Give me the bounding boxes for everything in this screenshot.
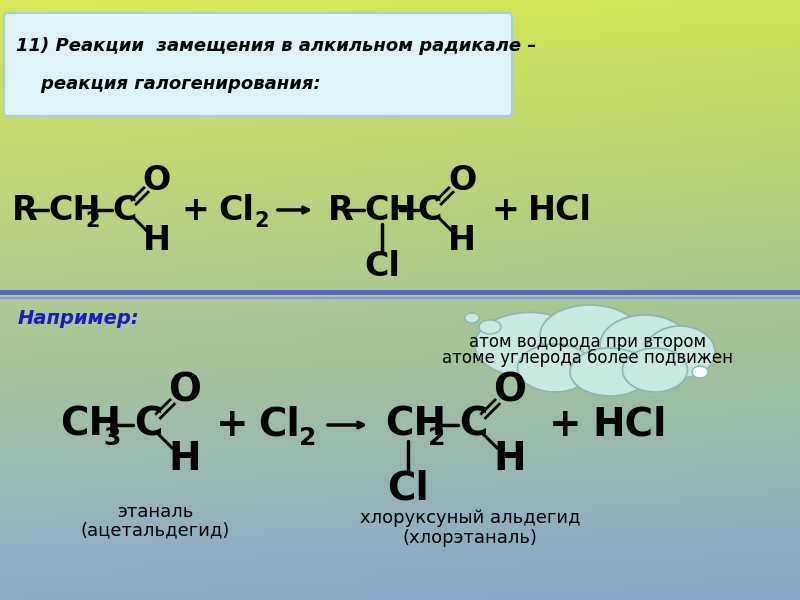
- Text: 2: 2: [254, 211, 269, 231]
- Text: (ацетальдегид): (ацетальдегид): [80, 521, 230, 539]
- Text: O: O: [448, 163, 476, 196]
- Ellipse shape: [645, 326, 715, 378]
- Ellipse shape: [479, 320, 501, 334]
- Text: +: +: [216, 406, 248, 444]
- Ellipse shape: [600, 315, 690, 375]
- Text: CH: CH: [385, 406, 446, 444]
- Text: H: H: [448, 223, 476, 257]
- FancyBboxPatch shape: [4, 13, 512, 116]
- Text: +: +: [549, 406, 582, 444]
- Ellipse shape: [622, 348, 687, 392]
- Text: 2: 2: [299, 426, 316, 450]
- Text: (хлорэтаналь): (хлорэтаналь): [402, 529, 538, 547]
- Text: хлоруксуный альдегид: хлоруксуный альдегид: [360, 509, 580, 527]
- Ellipse shape: [692, 366, 708, 378]
- Ellipse shape: [570, 348, 650, 396]
- Text: Cl: Cl: [387, 470, 429, 508]
- Text: 2: 2: [428, 426, 446, 450]
- Text: H: H: [494, 440, 526, 479]
- Ellipse shape: [518, 344, 593, 392]
- Text: атоме углерода более подвижен: атоме углерода более подвижен: [442, 349, 734, 367]
- Text: H: H: [143, 223, 171, 257]
- Text: HCl: HCl: [592, 406, 666, 444]
- Text: +: +: [491, 193, 519, 226]
- Ellipse shape: [540, 305, 640, 365]
- Text: CH: CH: [364, 193, 417, 226]
- Text: C: C: [458, 406, 487, 444]
- Text: Cl: Cl: [218, 193, 254, 226]
- Text: атом водорода при втором: атом водорода при втором: [470, 333, 706, 351]
- Text: C: C: [113, 193, 138, 226]
- Text: 3: 3: [103, 426, 120, 450]
- Text: Cl: Cl: [258, 406, 300, 444]
- Ellipse shape: [465, 313, 479, 323]
- Ellipse shape: [475, 313, 585, 377]
- Text: +: +: [181, 193, 209, 226]
- Text: O: O: [168, 371, 202, 409]
- Text: R: R: [328, 193, 354, 226]
- Text: O: O: [143, 163, 171, 196]
- Text: R: R: [12, 193, 38, 226]
- Text: CH: CH: [60, 406, 121, 444]
- Text: этаналь: этаналь: [117, 503, 193, 521]
- Text: C: C: [134, 406, 162, 444]
- Text: реакция галогенирования:: реакция галогенирования:: [16, 75, 321, 93]
- Text: H: H: [169, 440, 201, 479]
- Text: C: C: [418, 193, 442, 226]
- Text: CH: CH: [48, 193, 101, 226]
- Text: 11) Реакции  замещения в алкильном радикале –: 11) Реакции замещения в алкильном радика…: [16, 37, 536, 55]
- Text: Например:: Например:: [18, 308, 140, 328]
- Text: Cl: Cl: [364, 250, 400, 283]
- Text: HCl: HCl: [528, 193, 592, 226]
- Text: 2: 2: [85, 211, 99, 231]
- Text: O: O: [494, 371, 526, 409]
